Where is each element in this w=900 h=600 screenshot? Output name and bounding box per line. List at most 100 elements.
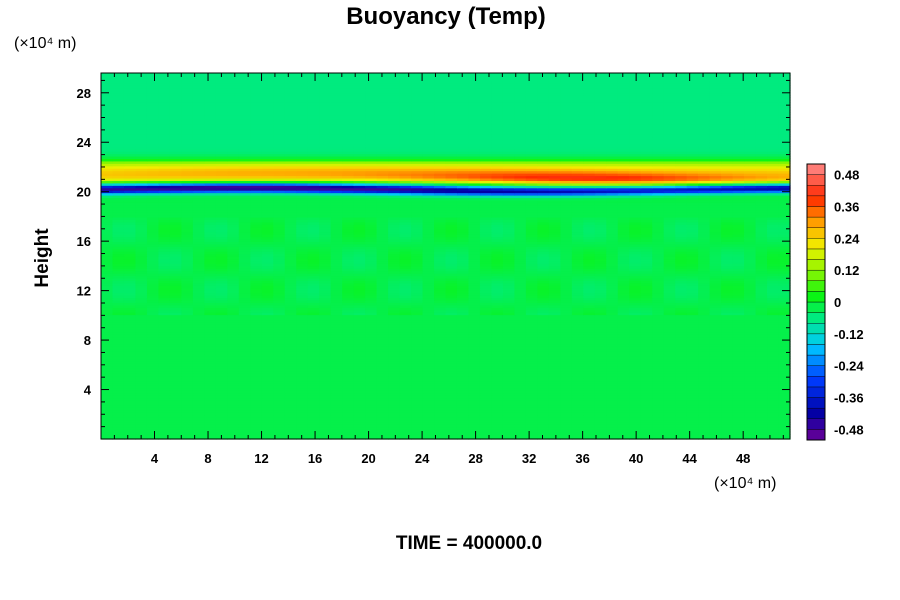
- heatmap-cell: [709, 287, 722, 291]
- heatmap-cell: [135, 263, 148, 267]
- heatmap-cell: [342, 414, 355, 418]
- heatmap-cell: [307, 299, 320, 303]
- heatmap-cell: [502, 277, 515, 281]
- heatmap-cell: [123, 324, 137, 328]
- heatmap-cell: [744, 414, 757, 418]
- heatmap-cell: [204, 353, 217, 357]
- heatmap-cell: [629, 429, 642, 433]
- heatmap-cell: [388, 302, 401, 306]
- heatmap-cell: [296, 256, 309, 260]
- heatmap-cell: [353, 287, 366, 291]
- heatmap-cell: [101, 336, 114, 340]
- heatmap-cell: [330, 275, 343, 279]
- heatmap-cell: [514, 417, 527, 421]
- heatmap-cell: [250, 434, 263, 438]
- heatmap-cell: [525, 277, 538, 281]
- heatmap-cell: [583, 356, 596, 360]
- heatmap-cell: [422, 434, 435, 438]
- heatmap-cell: [755, 336, 768, 340]
- heatmap-cell: [169, 312, 182, 316]
- heatmap-cell: [192, 277, 205, 281]
- heatmap-cell: [640, 414, 653, 418]
- heatmap-cell: [158, 429, 171, 433]
- heatmap-cell: [112, 258, 125, 262]
- heatmap-cell: [146, 302, 160, 306]
- heatmap-cell: [204, 368, 217, 372]
- heatmap-cell: [215, 397, 228, 401]
- heatmap-cell: [169, 404, 182, 408]
- heatmap-cell: [250, 348, 263, 352]
- heatmap-cell: [388, 358, 401, 362]
- heatmap-cell: [709, 358, 722, 362]
- heatmap-cell: [169, 270, 182, 274]
- heatmap-cell: [732, 412, 745, 416]
- heatmap-cell: [411, 412, 424, 416]
- heatmap-cell: [502, 285, 515, 289]
- heatmap-cell: [250, 277, 263, 281]
- heatmap-cell: [571, 243, 584, 247]
- heatmap-cell: [445, 373, 458, 377]
- heatmap-cell: [778, 390, 791, 394]
- heatmap-cell: [261, 329, 274, 333]
- heatmap-cell: [502, 419, 515, 423]
- heatmap-cell: [445, 431, 458, 435]
- heatmap-cell: [227, 334, 240, 338]
- heatmap-cell: [548, 373, 561, 377]
- heatmap-cell: [652, 265, 665, 269]
- heatmap-cell: [675, 370, 688, 374]
- heatmap-cell: [434, 424, 447, 428]
- heatmap-cell: [388, 431, 401, 435]
- heatmap-cell: [594, 253, 607, 257]
- heatmap-cell: [273, 314, 286, 318]
- heatmap-cell: [606, 431, 619, 435]
- heatmap-cell: [594, 341, 607, 345]
- heatmap-cell: [502, 312, 515, 316]
- heatmap-cell: [479, 275, 493, 279]
- heatmap-cell: [273, 380, 286, 384]
- heatmap-cell: [376, 397, 389, 401]
- heatmap-cell: [261, 246, 274, 250]
- heatmap-cell: [434, 431, 447, 435]
- heatmap-cell: [502, 356, 515, 360]
- heatmap-cell: [296, 312, 309, 316]
- heatmap-cell: [525, 307, 538, 311]
- heatmap-cell: [456, 421, 470, 425]
- heatmap-cell: [606, 243, 619, 247]
- heatmap-cell: [365, 351, 378, 355]
- heatmap-cell: [399, 346, 412, 350]
- heatmap-cell: [353, 314, 366, 318]
- heatmap-cell: [388, 404, 401, 408]
- heatmap-cell: [422, 414, 435, 418]
- heatmap-cell: [560, 412, 573, 416]
- heatmap-cell: [479, 248, 493, 252]
- heatmap-cell: [296, 326, 309, 330]
- heatmap-cell: [721, 265, 734, 269]
- heatmap-cell: [307, 402, 320, 406]
- heatmap-cell: [261, 412, 274, 416]
- heatmap-cell: [732, 314, 745, 318]
- heatmap-cell: [732, 236, 745, 240]
- heatmap-cell: [330, 365, 343, 369]
- heatmap-cell: [594, 260, 607, 264]
- heatmap-cell: [112, 241, 125, 245]
- heatmap-cell: [261, 409, 274, 413]
- heatmap-cell: [112, 417, 125, 421]
- heatmap-cell: [445, 295, 458, 299]
- heatmap-cell: [307, 297, 320, 301]
- heatmap-cell: [169, 280, 182, 284]
- heatmap-cell: [399, 309, 412, 313]
- heatmap-cell: [411, 431, 424, 435]
- heatmap-cell: [698, 326, 711, 330]
- heatmap-cell: [491, 429, 504, 433]
- heatmap-cell: [101, 402, 114, 406]
- heatmap-cell: [146, 324, 160, 328]
- heatmap-cell: [204, 263, 217, 267]
- heatmap-cell: [548, 268, 561, 272]
- heatmap-cell: [491, 334, 504, 338]
- heatmap-cell: [606, 397, 619, 401]
- heatmap-cell: [434, 282, 447, 286]
- heatmap-cell: [411, 429, 424, 433]
- heatmap-cell: [365, 295, 378, 299]
- heatmap-cell: [434, 260, 447, 264]
- heatmap-cell: [698, 436, 711, 440]
